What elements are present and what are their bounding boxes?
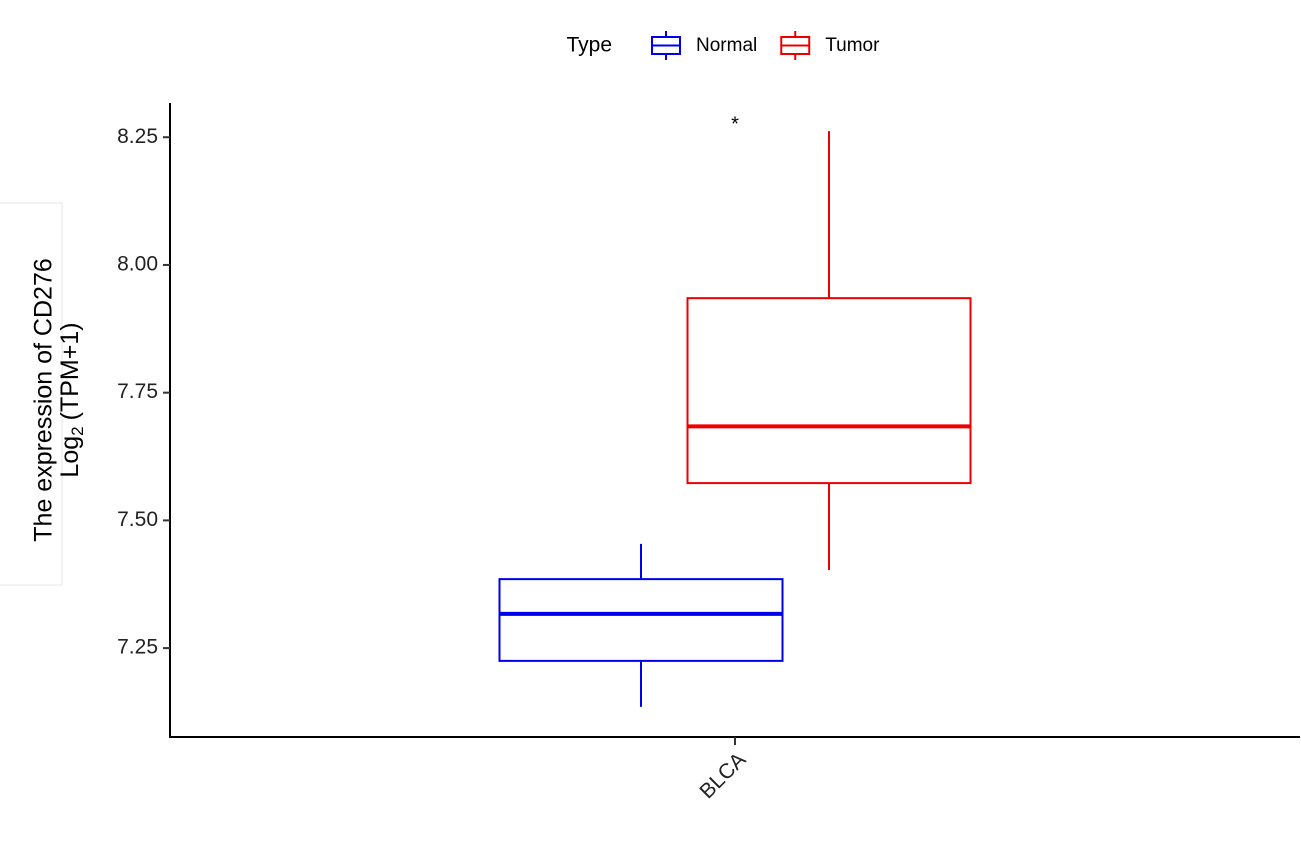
y-axis-label-2: Log2 (TPM+1)	[56, 322, 88, 477]
y-label-subscript: 2	[68, 426, 87, 435]
box	[686, 297, 972, 485]
y-tick-label: 7.75	[117, 380, 158, 403]
x-tick-label: BLCA	[695, 748, 750, 803]
y-tick-label: 7.25	[117, 636, 158, 659]
box	[498, 578, 784, 662]
y-tick-label: 8.00	[117, 252, 158, 275]
label-frame	[0, 202, 63, 586]
y-axis-label: The expression of CD276	[30, 258, 58, 541]
annotation: *	[731, 113, 739, 135]
y-label-part: (TPM+1)	[56, 322, 84, 420]
y-tick-label: 8.25	[117, 125, 158, 148]
legend-label: Tumor	[825, 35, 880, 56]
legend-title: Type	[566, 34, 612, 57]
y-tick-label: 7.50	[117, 508, 158, 531]
legend-label: Normal	[696, 35, 757, 56]
y-label-part: Log	[56, 436, 84, 478]
